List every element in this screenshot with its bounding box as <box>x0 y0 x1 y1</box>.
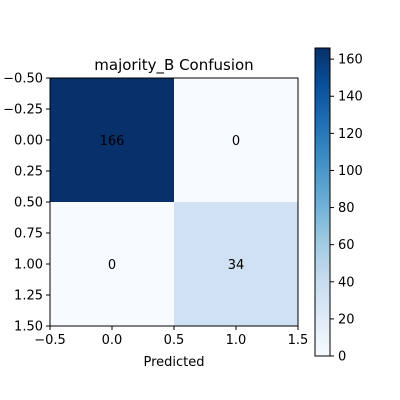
x-tick-label: 1.5 <box>288 333 309 348</box>
y-tick-label: 0.50 <box>14 196 43 211</box>
colorbar <box>314 47 331 357</box>
heatmap-cell <box>174 202 298 326</box>
colorbar-tick-label: 40 <box>338 275 355 290</box>
colorbar-tick-label: 120 <box>338 127 363 142</box>
heatmap-cell <box>174 78 298 202</box>
heatmap-cell <box>50 78 174 202</box>
x-tick-label: 1.0 <box>226 333 247 348</box>
x-tick-label: 0.0 <box>102 333 123 348</box>
y-tick-label: 1.50 <box>14 320 43 335</box>
colorbar-tick-label: 160 <box>338 53 363 68</box>
cell-value-label: 166 <box>100 134 125 149</box>
cell-value-label: 34 <box>228 258 245 273</box>
colorbar-tick-label: 140 <box>338 90 363 105</box>
y-tick-label: −0.50 <box>3 72 43 87</box>
heatmap-cell <box>50 202 174 326</box>
y-tick-label: 1.25 <box>14 289 43 304</box>
y-tick-label: 0.25 <box>14 165 43 180</box>
x-tick-label: −0.5 <box>34 333 66 348</box>
cell-value-label: 0 <box>232 134 240 149</box>
y-tick-label: 1.00 <box>14 258 43 273</box>
x-axis-label: Predicted <box>143 355 204 370</box>
y-tick-label: 0.00 <box>14 134 43 149</box>
y-tick-label: 0.75 <box>14 227 43 242</box>
y-tick-label: −0.25 <box>3 103 43 118</box>
colorbar-tick-label: 80 <box>338 201 355 216</box>
chart-title: majority_B Confusion <box>94 56 253 75</box>
colorbar-tick-label: 20 <box>338 312 355 327</box>
x-tick-label: 0.5 <box>164 333 185 348</box>
cell-value-label: 0 <box>108 258 116 273</box>
colorbar-tick-label: 60 <box>338 238 355 253</box>
colorbar-tick-label: 100 <box>338 164 363 179</box>
colorbar-tick-label: 0 <box>338 350 346 365</box>
